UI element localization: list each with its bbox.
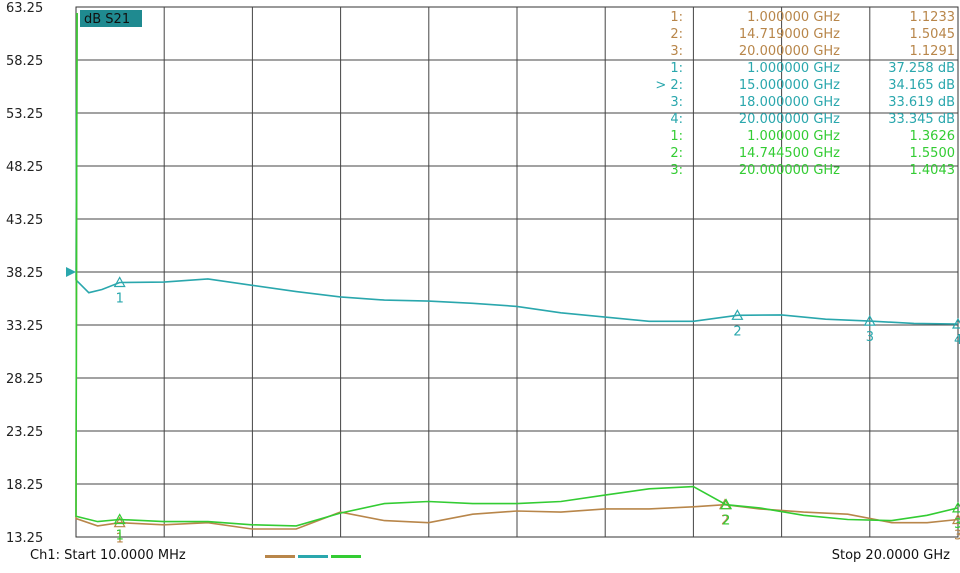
marker-table-index: 1: bbox=[670, 10, 683, 25]
marker-table-frequency: 1.000000 GHz bbox=[747, 61, 840, 76]
marker-triangle bbox=[113, 276, 126, 288]
marker-table-index: 3: bbox=[670, 163, 683, 178]
marker-triangle bbox=[863, 314, 876, 326]
marker-table-frequency: 18.000000 GHz bbox=[739, 95, 840, 110]
marker-table-index: 2: bbox=[670, 27, 683, 42]
marker-table-frequency: 15.000000 GHz bbox=[739, 78, 840, 93]
y-tick-label: 48.25 bbox=[6, 160, 43, 175]
marker-triangle bbox=[731, 309, 744, 320]
marker-triangle bbox=[113, 513, 126, 525]
y-tick-label: 13.25 bbox=[6, 531, 43, 545]
trace-line-3 bbox=[75, 12, 959, 527]
marker-triangle bbox=[720, 498, 733, 510]
y-tick-label: 53.25 bbox=[6, 107, 43, 122]
marker-table-value: 1.5500 bbox=[910, 146, 956, 161]
y-tick-label: 18.25 bbox=[6, 478, 43, 493]
marker-number-label: 1 bbox=[116, 532, 124, 545]
marker-table-frequency: 1.000000 GHz bbox=[747, 10, 840, 25]
marker-triangle bbox=[951, 317, 960, 329]
marker-number-label: 2 bbox=[722, 514, 730, 529]
marker-number-label: 2 bbox=[721, 514, 729, 529]
legend-line-trace2 bbox=[298, 555, 328, 558]
marker-table-index: 3: bbox=[670, 95, 683, 110]
marker-table-index: 4: bbox=[670, 112, 683, 127]
reference-level-marker bbox=[66, 267, 76, 277]
marker-triangle bbox=[113, 516, 126, 528]
marker-table-frequency: 20.000000 GHz bbox=[739, 112, 840, 127]
marker-table-value: 1.5045 bbox=[910, 27, 956, 42]
marker-table-index: 3: bbox=[670, 44, 683, 59]
marker-table-value: 37.258 dB bbox=[888, 61, 955, 76]
y-tick-label: 43.25 bbox=[6, 213, 43, 228]
marker-number-label: 3 bbox=[866, 330, 874, 345]
marker-table-value: 1.4043 bbox=[910, 163, 956, 178]
y-tick-label: 58.25 bbox=[6, 54, 43, 69]
marker-table-index: 2: bbox=[670, 146, 683, 161]
marker-table-frequency: 14.719000 GHz bbox=[739, 27, 840, 42]
marker-number-label: 1 bbox=[116, 292, 124, 307]
trace-title-badge bbox=[80, 10, 142, 27]
marker-table-frequency: 1.000000 GHz bbox=[747, 129, 840, 144]
marker-number-label: 4 bbox=[954, 333, 960, 348]
y-tick-label: 23.25 bbox=[6, 425, 43, 440]
marker-table-value: 34.165 dB bbox=[888, 78, 955, 93]
marker-table-frequency: 14.744500 GHz bbox=[739, 146, 840, 161]
marker-table-value: 33.619 dB bbox=[888, 95, 955, 110]
marker-table-index: 1: bbox=[670, 61, 683, 76]
marker-number-label: 2 bbox=[733, 324, 741, 339]
y-tick-label: 33.25 bbox=[6, 319, 43, 334]
trace-line-2 bbox=[75, 12, 959, 530]
marker-number-label: 1 bbox=[116, 529, 124, 544]
legend-line-trace3 bbox=[331, 555, 361, 558]
marker-triangle bbox=[951, 501, 960, 513]
marker-table-frequency: 20.000000 GHz bbox=[739, 44, 840, 59]
stop-frequency-label: Stop 20.0000 GHz bbox=[831, 548, 950, 563]
marker-triangle bbox=[951, 513, 960, 525]
status-bar: Ch1: Start 10.0000 MHz Stop 20.0000 GHz bbox=[0, 544, 960, 568]
marker-table-value: 1.1291 bbox=[910, 44, 956, 59]
marker-table-value: 1.3626 bbox=[910, 129, 956, 144]
marker-table-index: 1: bbox=[670, 129, 683, 144]
marker-table-index: > 2: bbox=[655, 78, 683, 93]
marker-table-value: 33.345 dB bbox=[888, 112, 955, 127]
network-analyzer-plot: 63.25 58.25 53.25 48.25 43.25 38.25 33.25 28.25… bbox=[6, 1, 960, 545]
y-tick-label: 63.25 bbox=[6, 1, 43, 16]
y-tick-label: 38.25 bbox=[6, 266, 43, 281]
marker-table-frequency: 20.000000 GHz bbox=[739, 163, 840, 178]
marker-number-label: 3 bbox=[954, 529, 960, 544]
trace-title-text: dB S21 bbox=[84, 12, 130, 27]
legend-line-trace1 bbox=[265, 555, 295, 558]
marker-number-label: 3 bbox=[954, 517, 960, 532]
marker-table-value: 1.1233 bbox=[910, 10, 956, 25]
start-frequency-label: Ch1: Start 10.0000 MHz bbox=[30, 548, 186, 563]
y-tick-label: 28.25 bbox=[6, 372, 43, 387]
